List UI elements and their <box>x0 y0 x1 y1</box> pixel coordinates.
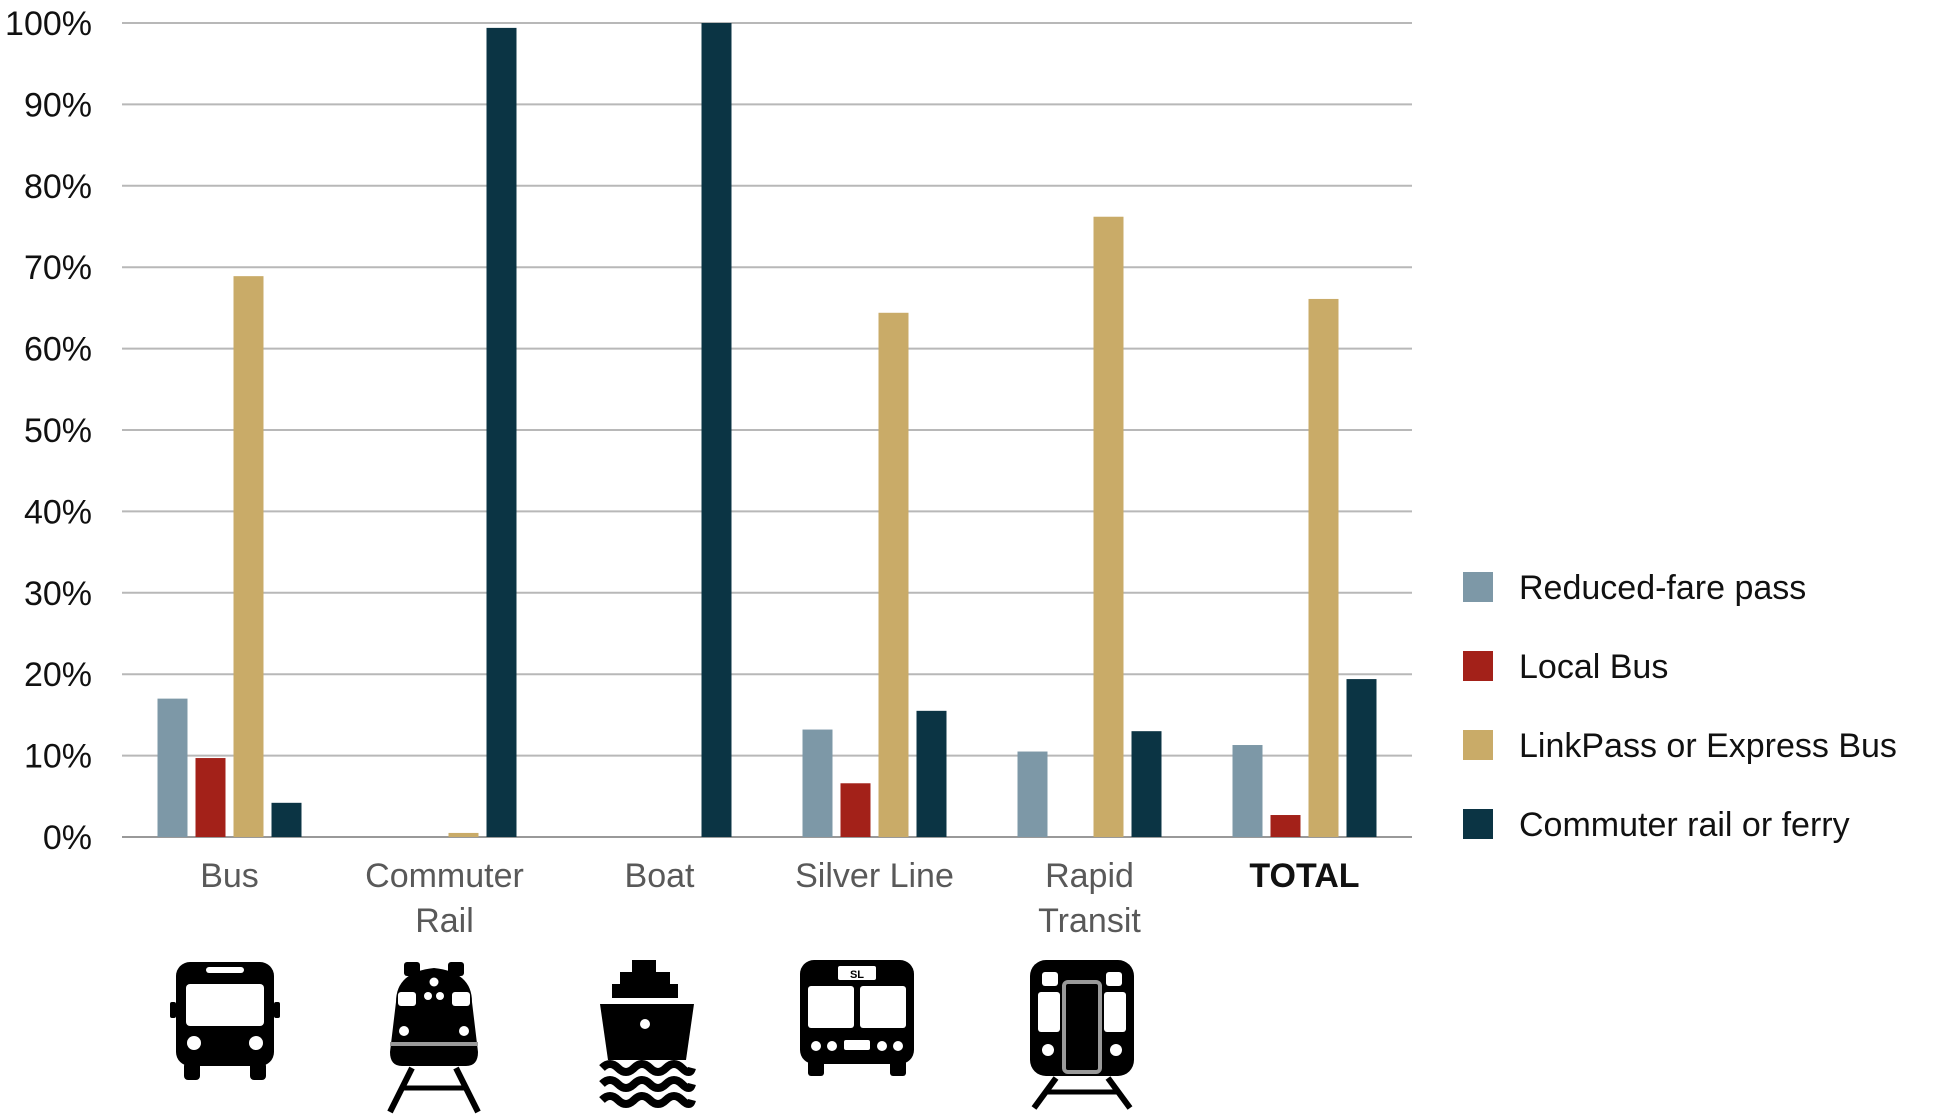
bar <box>271 802 302 837</box>
bar <box>916 710 947 837</box>
bar <box>233 276 264 837</box>
legend-label: Local Bus <box>1519 648 1668 686</box>
x-category-label: Boat <box>625 857 695 895</box>
x-category-label: Silver Line <box>795 857 954 895</box>
legend-swatch <box>1463 730 1493 760</box>
y-tick-label: 30% <box>24 575 92 613</box>
legend: Reduced-fare pass Local Bus LinkPass or Ex… <box>1463 569 1897 844</box>
bar <box>1346 679 1377 837</box>
category-icons: SL <box>170 960 1134 1114</box>
legend-label: LinkPass or Express Bus <box>1519 727 1897 765</box>
y-tick-label: 90% <box>24 86 92 124</box>
bar <box>448 832 479 837</box>
legend-swatch <box>1463 572 1493 602</box>
bar <box>1131 731 1162 837</box>
legend-swatch <box>1463 809 1493 839</box>
y-tick-label: 0% <box>43 819 92 857</box>
bar <box>840 783 871 837</box>
y-tick-label: 60% <box>24 331 92 369</box>
rapid-transit-icon <box>1030 960 1134 1110</box>
bar <box>195 758 226 837</box>
bus-icon <box>170 962 280 1080</box>
x-category-label: Commuter Rail <box>365 857 524 940</box>
bar <box>1017 751 1048 837</box>
x-category-label: Rapid Transit <box>1038 857 1141 940</box>
x-axis: Bus Commuter Rail Boat Silver Line Rapid Trans… <box>200 857 1359 940</box>
legend-label: Commuter rail or ferry <box>1519 806 1850 844</box>
y-tick-label: 20% <box>24 656 92 694</box>
y-tick-label: 10% <box>24 738 92 776</box>
bar <box>701 23 732 837</box>
bar <box>1270 815 1301 837</box>
y-tick-label: 40% <box>24 493 92 531</box>
bar <box>157 698 188 837</box>
bars <box>157 23 1377 838</box>
y-axis: 0% 10% 20% 30% 40% 50% 60% 70% 80% 90% 100% <box>5 5 92 857</box>
bar <box>1093 216 1124 837</box>
legend-swatch <box>1463 651 1493 681</box>
silver-line-icon-label: SL <box>850 969 864 981</box>
bar <box>486 27 517 838</box>
bar <box>1232 745 1263 837</box>
y-tick-label: 50% <box>24 412 92 450</box>
gridlines <box>122 22 1412 838</box>
commuter-rail-icon <box>387 962 481 1114</box>
y-tick-label: 80% <box>24 168 92 206</box>
bar <box>802 729 833 837</box>
bar <box>1308 298 1339 837</box>
legend-label: Reduced-fare pass <box>1519 569 1806 607</box>
y-tick-label: 70% <box>24 249 92 287</box>
boat-icon <box>599 960 696 1108</box>
y-tick-label: 100% <box>5 5 92 43</box>
silver-line-bus-icon: SL <box>800 960 914 1076</box>
x-category-label: TOTAL <box>1249 857 1359 895</box>
x-category-label: Bus <box>200 857 259 895</box>
bar <box>878 312 909 837</box>
